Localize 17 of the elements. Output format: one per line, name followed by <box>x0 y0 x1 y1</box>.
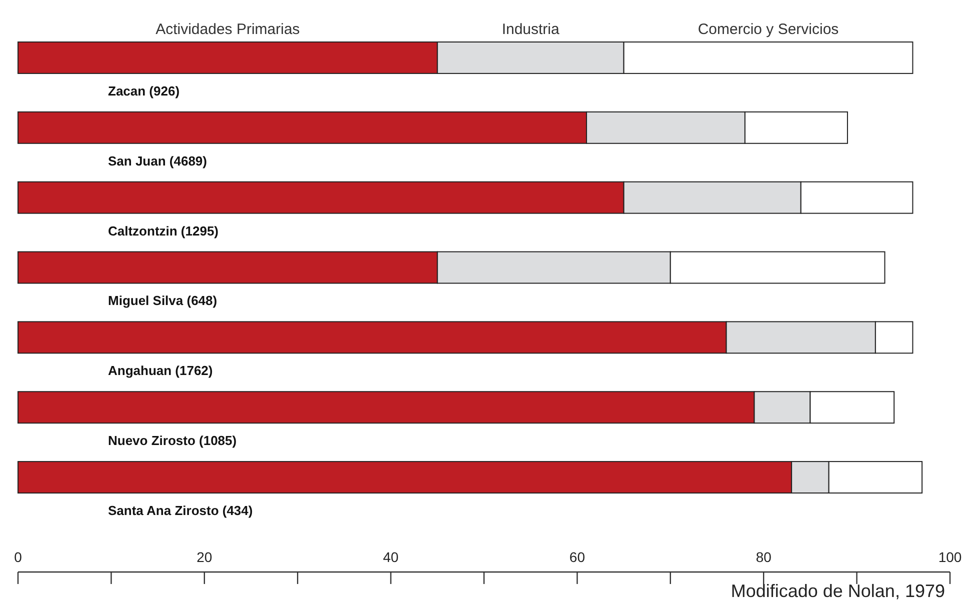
x-tick-label: 0 <box>14 549 22 565</box>
y-tick-label: Santa Ana Zirosto (434) <box>108 503 253 518</box>
y-tick-label: Miguel Silva (648) <box>108 293 218 308</box>
x-tick-label: 60 <box>569 549 586 565</box>
series-label: Comercio y Servicios <box>698 20 839 38</box>
y-tick-label: San Juan (4689) <box>108 153 207 168</box>
series-label: Actividades Primarias <box>156 20 300 38</box>
text: Modificado de Nolan, 1979 <box>730 581 945 601</box>
y-tick-label: Zacan (926) <box>108 83 180 98</box>
x-tick-label: 80 <box>756 549 772 565</box>
y-tick-label: Angahuan (1762) <box>108 363 213 378</box>
y-tick-label: Caltzontzin (1295) <box>108 223 219 238</box>
x-tick-label: 40 <box>383 549 399 565</box>
series-label: Industria <box>502 20 560 38</box>
x-tick-label: 20 <box>196 549 212 565</box>
x-tick-label: 100 <box>938 549 962 565</box>
y-tick-label: Nuevo Zirosto (1085) <box>108 433 237 448</box>
